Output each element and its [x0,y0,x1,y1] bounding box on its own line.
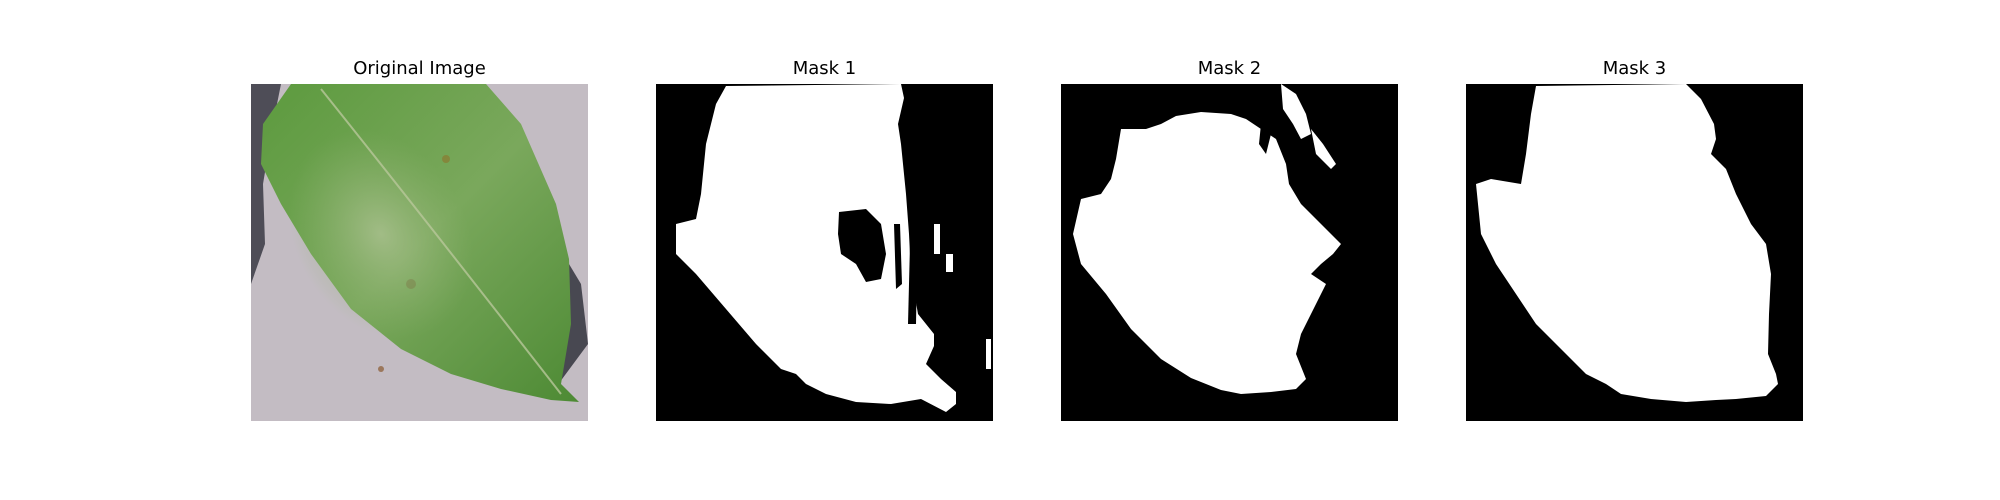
mask-hole [1259,124,1271,154]
mask-hole [838,209,886,282]
mask-speck [946,254,953,272]
mask-2-panel [1061,84,1398,421]
mask-2-title: Mask 2 [1197,58,1262,79]
leaf-spot [378,366,384,372]
original-image-title: Original Image [353,58,486,79]
mask-hole [908,204,918,324]
mask-speck [986,339,991,369]
mask-region [1476,84,1778,402]
leaf-spot [442,155,450,163]
mask-3-title: Mask 3 [1602,58,1667,79]
mask-region [676,84,956,412]
mask-speck [1281,84,1311,139]
leaf-light-patch [289,129,473,339]
segmentation-mask [1466,84,1803,421]
mask-hole [894,224,902,289]
segmentation-mask [656,84,993,421]
original-image-panel [251,84,588,421]
mask-1-panel [656,84,993,421]
mask-region [1073,112,1341,394]
segmentation-mask [1061,84,1398,421]
leaf-photo [251,84,588,421]
left-shadow [251,84,281,284]
mask-1-title: Mask 1 [792,58,857,79]
mask-speck [1311,129,1336,169]
leaf-spot [406,279,416,289]
leaf-midrib [320,88,562,395]
mask-speck [934,224,940,254]
mask-3-panel [1466,84,1803,421]
